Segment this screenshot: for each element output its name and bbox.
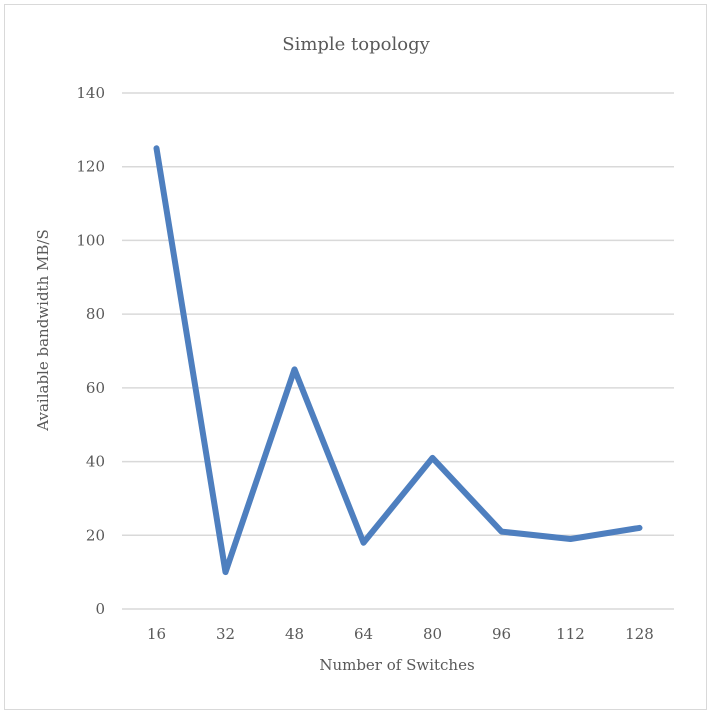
x-tick-label: 112 [556,625,585,643]
y-axis-ticks: 0 20 40 60 80 100 120 140 [76,84,105,618]
x-tick-label: 64 [354,625,373,643]
x-tick-label: 128 [625,625,654,643]
y-tick-label: 20 [86,526,105,544]
x-tick-label: 48 [285,625,304,643]
x-tick-label: 16 [147,625,166,643]
y-tick-label: 0 [95,600,105,618]
y-axis-label: Available bandwidth MB/S [34,229,52,431]
x-axis-label: Number of Switches [319,656,474,674]
gridlines [122,92,674,610]
y-tick-label: 80 [86,305,105,323]
y-tick-label: 140 [76,84,105,102]
chart-title: Simple topology [282,34,430,55]
series-line-0 [153,145,643,576]
x-tick-label: 96 [492,625,511,643]
x-tick-label: 32 [216,625,235,643]
x-axis-ticks: 16 32 48 64 80 96 112 128 [147,625,654,643]
series-layer [153,145,643,576]
y-tick-label: 100 [76,231,105,249]
y-tick-label: 60 [86,379,105,397]
y-tick-label: 120 [76,158,105,176]
chart-frame [4,4,707,710]
x-tick-label: 80 [423,625,442,643]
y-tick-label: 40 [86,453,105,471]
